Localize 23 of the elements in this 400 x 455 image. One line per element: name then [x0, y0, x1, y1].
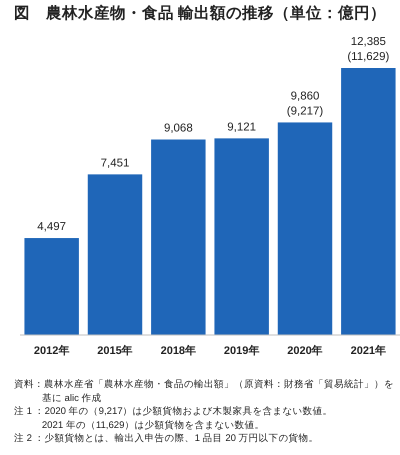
bar [278, 122, 332, 335]
x-tick-label: 2015年 [97, 344, 133, 357]
bar [341, 68, 396, 335]
data-label: 9,121 [227, 121, 256, 134]
x-tick-label: 2021年 [350, 344, 386, 357]
x-tick-label: 2018年 [160, 344, 196, 357]
x-tick-label: 2019年 [224, 344, 260, 357]
bar [24, 238, 79, 335]
x-tick-label: 2012年 [34, 344, 70, 357]
chart-title: 図 農林水産物・食品 輸出額の推移（単位：億円） [14, 4, 386, 22]
bar [151, 140, 206, 335]
text: 2021 年の（11,629）は少額貨物を含まない数値。 [40, 418, 266, 432]
data-label: 4,497 [37, 221, 66, 234]
data-label: 9,068 [164, 122, 193, 135]
data-label: 12,385 (11,629) [347, 36, 390, 63]
text: 資料：農林水産省「農林水産物・食品の輸出額」（原資料：財務省「貿易統計」）を基に alic 作成 [14, 378, 395, 405]
data-label: 7,451 [100, 157, 130, 170]
data-label: 9,860 (9,217) [286, 90, 324, 118]
bar [88, 174, 142, 335]
x-tick-label: 2020年 [287, 344, 323, 357]
text: 注 2 ：少額貨物とは、輸出入申告の際、1 品目 20 万円以下の貨物。 [14, 432, 320, 446]
text: 注 1 ：2020 年の（9,217）は少額貨物および木製家具を含まない数値。 [14, 405, 334, 418]
bar [214, 138, 269, 335]
